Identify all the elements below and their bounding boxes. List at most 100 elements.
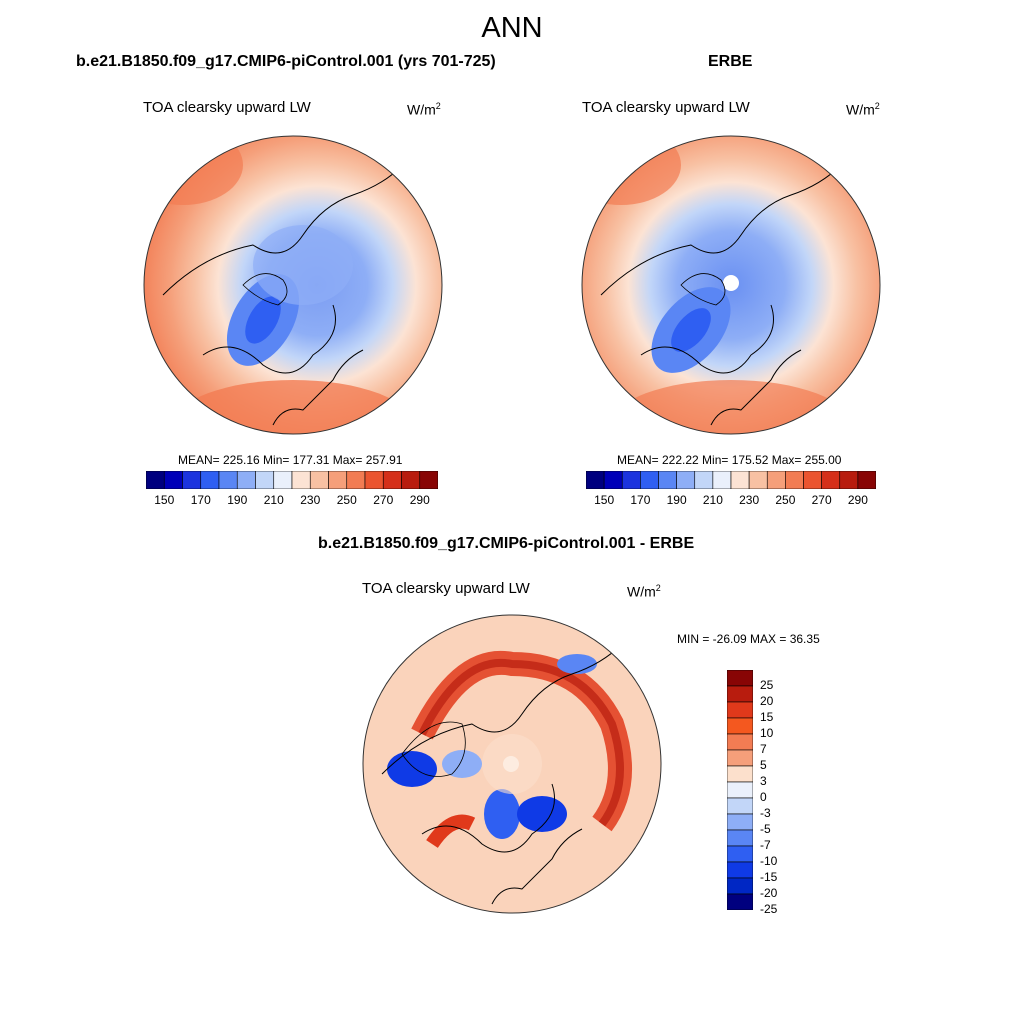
panel-2-colorbar-tick-label: 210 (702, 493, 723, 507)
panel-3-colorbar-swatch (727, 893, 753, 910)
panel-2-colorbar-tick-label: 270 (811, 493, 832, 507)
panel-3-colorbar-tick-label: 25 (760, 678, 774, 692)
panel-2-colorbar-tick-label: 250 (775, 493, 796, 507)
panel-3-colorbar-tick-label: -3 (760, 806, 771, 820)
panel-3-colorbar-swatch (727, 877, 753, 895)
panel-1-colorbar-tick-label: 270 (373, 493, 394, 507)
panel-3-colorbar-swatch (727, 701, 753, 719)
panel-3-colorbar-swatch (727, 797, 753, 815)
panel-2-colorbar-swatch (766, 471, 786, 489)
panel-2-polar-map (581, 135, 881, 435)
panel-2-colorbar-swatch (712, 471, 732, 489)
panel-1-units: W/m2 (407, 101, 441, 118)
panel-1-colorbar-swatch (146, 471, 165, 489)
panel-1-colorbar-swatch (382, 471, 402, 489)
panel-3-colorbar-swatch (727, 861, 753, 879)
panel-2-colorbar-swatch (694, 471, 714, 489)
panel-2-colorbar-tick-label: 290 (847, 493, 868, 507)
panel-3-colorbar-swatch (727, 717, 753, 735)
panel-3-colorbar-tick-label: -10 (760, 854, 778, 868)
panel-3-colorbar-tick-label: 5 (760, 758, 767, 772)
panel-3-colorbar-tick-label: 3 (760, 774, 767, 788)
panel-2-colorbar-swatch (839, 471, 859, 489)
panel-1-colorbar-tick-label: 190 (227, 493, 248, 507)
panel-3-stats: MIN = -26.09 MAX = 36.35 (677, 632, 820, 646)
panel-2-colorbar-swatch (748, 471, 768, 489)
panel-3-colorbar-tick-label: 10 (760, 726, 774, 740)
panel-1-colorbar-swatch (364, 471, 384, 489)
panel-2-colorbar (586, 471, 876, 489)
panel-3-colorbar-swatch (727, 765, 753, 783)
panel-2-units: W/m2 (846, 101, 880, 118)
panel-1-title: b.e21.B1850.f09_g17.CMIP6-piControl.001 … (76, 53, 496, 70)
panel-2-title: ERBE (708, 53, 753, 70)
panel-3-title: b.e21.B1850.f09_g17.CMIP6-piControl.001 … (318, 535, 695, 552)
panel-1-colorbar-swatch (255, 471, 275, 489)
panel-1-colorbar-swatch (218, 471, 238, 489)
panel-1-colorbar-tick-label: 150 (154, 493, 175, 507)
panel-2-colorbar-tick-label: 170 (630, 493, 651, 507)
panel-1-colorbar-swatch (328, 471, 348, 489)
panel-3-colorbar-swatch (727, 733, 753, 751)
panel-1-stats: MEAN= 225.16 Min= 177.31 Max= 257.91 (178, 453, 403, 467)
panel-2-colorbar-swatch (730, 471, 750, 489)
panel-1-polar-map (143, 135, 443, 435)
panel-3-variable-label: TOA clearsky upward LW (362, 580, 530, 597)
panel-3-colorbar-swatch (727, 749, 753, 767)
panel-3-polar-map (362, 614, 662, 914)
panel-1-colorbar-swatch (401, 471, 421, 489)
panel-3-colorbar (727, 670, 753, 910)
panel-1-colorbar-swatch (200, 471, 220, 489)
panel-1-colorbar (146, 471, 438, 489)
panel-3-colorbar-tick-label: 0 (760, 790, 767, 804)
panel-1-colorbar-swatch (236, 471, 256, 489)
panel-2-colorbar-tick-label: 190 (666, 493, 687, 507)
panel-1-colorbar-tick-label: 290 (409, 493, 430, 507)
panel-3-colorbar-tick-label: -25 (760, 902, 778, 916)
panel-1-colorbar-tick-label: 250 (336, 493, 357, 507)
panel-1-colorbar-swatch (346, 471, 366, 489)
panel-1-variable-label: TOA clearsky upward LW (143, 99, 311, 116)
panel-1-colorbar-swatch (182, 471, 202, 489)
panel-3-colorbar-tick-label: -5 (760, 822, 771, 836)
panel-1-colorbar-swatch (273, 471, 293, 489)
panel-1-colorbar-tick-label: 210 (263, 493, 284, 507)
panel-1-colorbar-tick-label: 170 (190, 493, 211, 507)
panel-3-colorbar-tick-label: 7 (760, 742, 767, 756)
panel-1-colorbar-swatch (291, 471, 311, 489)
panel-2-colorbar-swatch (640, 471, 659, 489)
panel-3-colorbar-swatch (727, 781, 753, 799)
panel-2-colorbar-swatch (803, 471, 822, 489)
panel-3-colorbar-swatch (727, 813, 753, 831)
panel-1-colorbar-tick-label: 230 (300, 493, 321, 507)
panel-3-colorbar-swatch (727, 829, 753, 847)
panel-3-colorbar-tick-label: -7 (760, 838, 771, 852)
panel-3-colorbar-swatch (727, 685, 753, 703)
panel-2-stats: MEAN= 222.22 Min= 175.52 Max= 255.00 (617, 453, 842, 467)
panel-2-colorbar-tick-label: 230 (739, 493, 760, 507)
panel-3-colorbar-tick-label: 20 (760, 694, 774, 708)
panel-3-colorbar-swatch (727, 845, 753, 863)
panel-2-colorbar-swatch (658, 471, 677, 489)
panel-1-colorbar-swatch (419, 471, 438, 489)
panel-2-variable-label: TOA clearsky upward LW (582, 99, 750, 116)
panel-2-colorbar-labels: 150 170 190 210 230 250 270 290 (586, 493, 876, 509)
page-title: ANN (481, 12, 543, 44)
panel-3-colorbar-swatch (727, 670, 753, 687)
panel-3-colorbar-tick-label: -20 (760, 886, 778, 900)
panel-3-colorbar-tick-label: -15 (760, 870, 778, 884)
panel-1-colorbar-swatch (309, 471, 329, 489)
panel-3-units: W/m2 (627, 583, 661, 600)
panel-3-colorbar-tick-label: 15 (760, 710, 774, 724)
panel-2-colorbar-swatch (676, 471, 696, 489)
panel-1-colorbar-swatch (163, 471, 183, 489)
panel-2-colorbar-swatch (586, 471, 605, 489)
panel-1-colorbar-labels: 150 170 190 210 230 250 270 290 (146, 493, 438, 509)
panel-2-colorbar-swatch (857, 471, 876, 489)
panel-2-colorbar-swatch (785, 471, 804, 489)
panel-2-colorbar-swatch (621, 471, 641, 489)
panel-2-colorbar-tick-label: 150 (594, 493, 615, 507)
panel-2-colorbar-swatch (603, 471, 623, 489)
panel-3-colorbar-labels: 25 20 15 10 7 5 3 0 -3 -5 -7 -10 -15 -20 -25 (760, 670, 800, 916)
panel-2-colorbar-swatch (821, 471, 841, 489)
